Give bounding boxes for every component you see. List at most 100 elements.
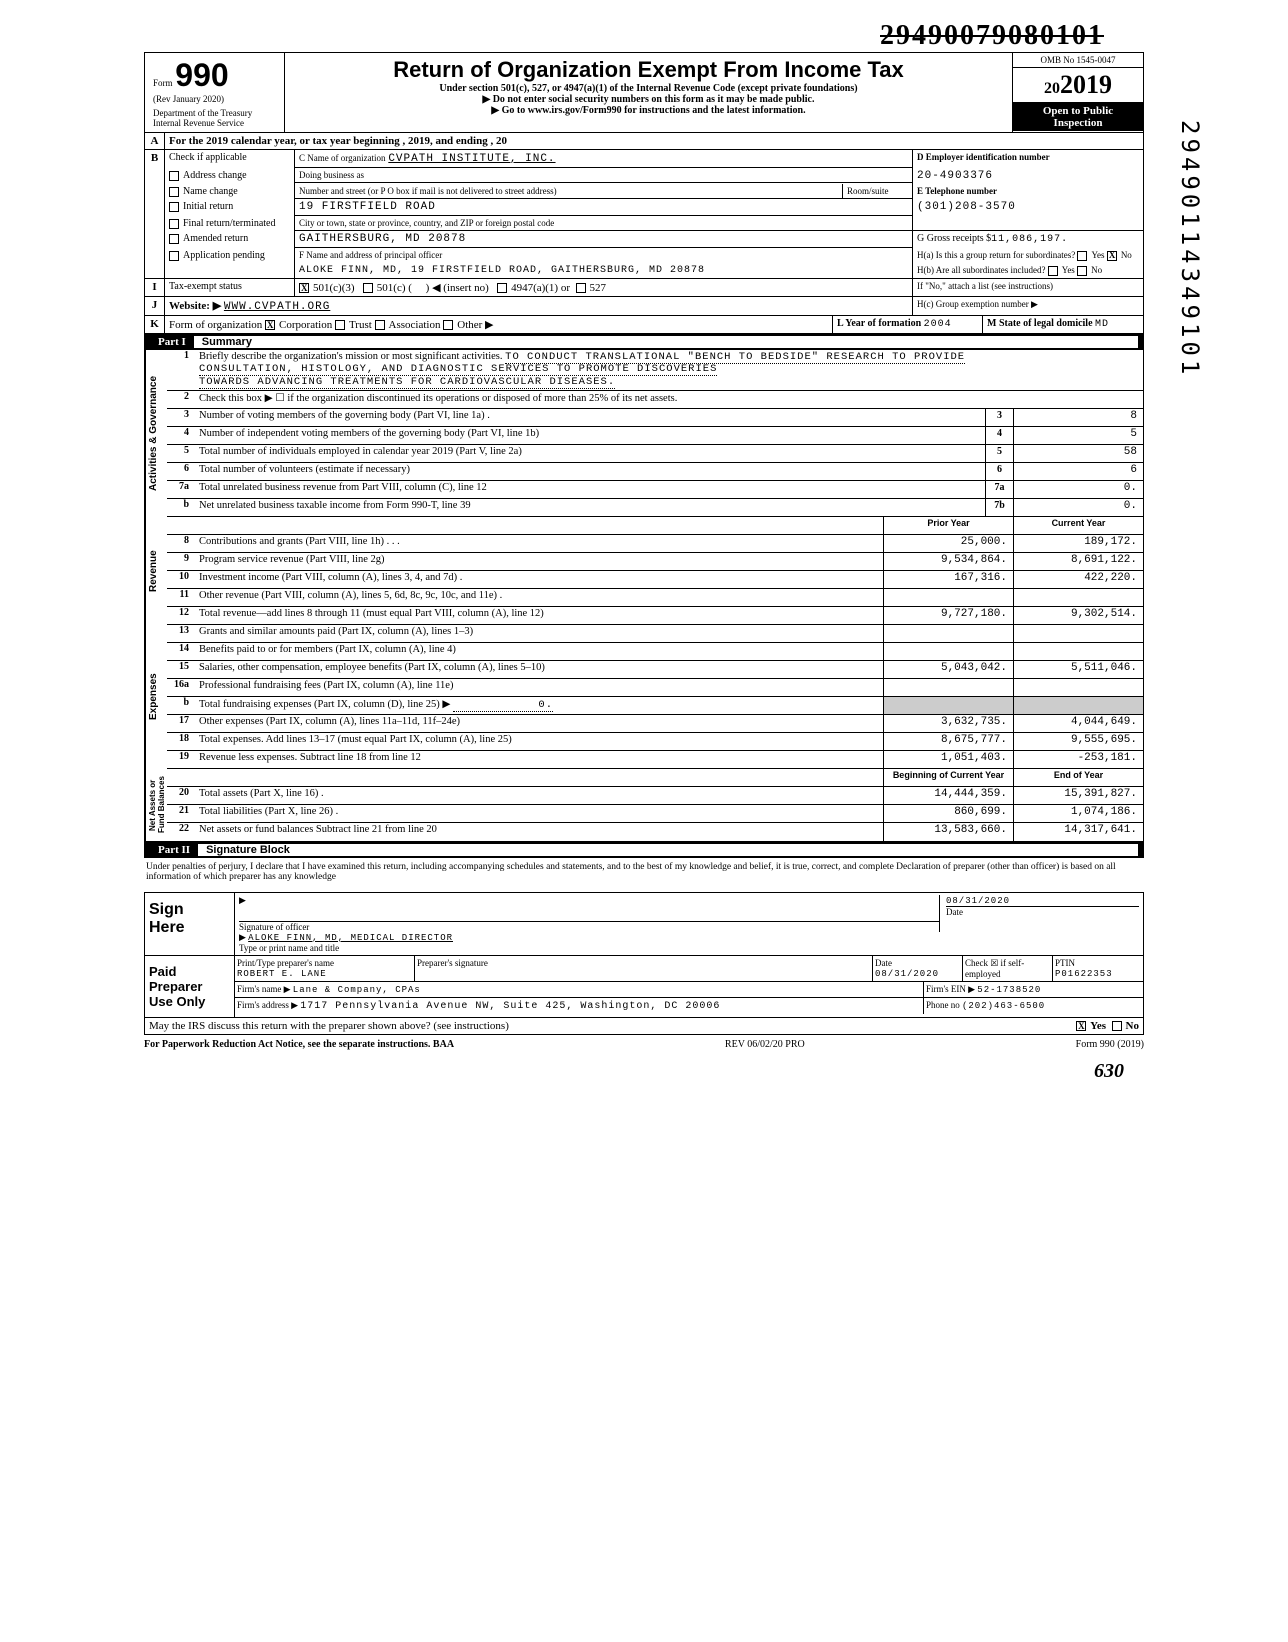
val-15c: 5,511,046. [1013, 661, 1143, 678]
val-8p: 25,000. [883, 535, 1013, 552]
f-officer-value: ALOKE FINN, MD, 19 FIRSTFIELD ROAD, GAIT… [295, 263, 913, 278]
val-9p: 9,534,864. [883, 553, 1013, 570]
c-name-label: C Name of organization [299, 153, 386, 163]
vert-revenue: Revenue [145, 517, 167, 625]
firm-phone: (202)463-6500 [962, 1001, 1045, 1011]
f-officer-label: F Name and address of principal officer [295, 248, 913, 263]
label-j: J [145, 297, 165, 315]
subtitle-1: Under section 501(c), 527, or 4947(a)(1)… [289, 83, 1008, 94]
room-label: Room/suite [842, 184, 912, 199]
val-12p: 9,727,180. [883, 607, 1013, 624]
firm-ein: 52-1738520 [977, 985, 1041, 995]
open-public-1: Open to Public [1015, 105, 1141, 117]
hb-note: If "No," attach a list (see instructions… [913, 279, 1143, 296]
g-gross-value: 11,086,197. [991, 234, 1068, 245]
rev-date: (Rev January 2020) [153, 94, 276, 104]
vert-governance: Activities & Governance [145, 350, 167, 517]
e-phone-label: E Telephone number [913, 184, 1143, 199]
street-label: Number and street (or P O box if mail is… [295, 184, 842, 199]
val-7b: 0. [1013, 499, 1143, 516]
val-19c: -253,181. [1013, 751, 1143, 768]
val-12c: 9,302,514. [1013, 607, 1143, 624]
val-18c: 9,555,695. [1013, 733, 1143, 750]
label-i: I [145, 279, 165, 296]
val-6: 6 [1013, 463, 1143, 480]
chk-name: Name change [183, 186, 238, 197]
year-formation: 2004 [924, 319, 952, 330]
form-header: Form 990 (Rev January 2020) Department o… [144, 52, 1144, 133]
val-5: 58 [1013, 445, 1143, 462]
side-vertical-number: 29490114349101 [1176, 120, 1204, 378]
footer-right: Form 990 (2019) [1076, 1039, 1144, 1050]
label-b: B [145, 150, 165, 168]
val-8c: 189,172. [1013, 535, 1143, 552]
subtitle-2: ▶ Do not enter social security numbers o… [289, 94, 1008, 105]
val-20p: 14,444,359. [883, 787, 1013, 804]
val-7a: 0. [1013, 481, 1143, 498]
open-public-2: Inspection [1015, 117, 1141, 129]
ha-label: H(a) Is this a group return for subordin… [917, 250, 1075, 260]
chk-address: Address change [183, 170, 247, 181]
dba-label: Doing business as [295, 168, 912, 183]
val-16b: 0. [453, 699, 553, 712]
val-18p: 8,675,777. [883, 733, 1013, 750]
val-21p: 860,699. [883, 805, 1013, 822]
top-strike-number: 29490079080101 [144, 20, 1144, 52]
org-name: CVPATH INSTITUTE, INC. [388, 153, 555, 165]
ptin-value: P01622353 [1055, 969, 1113, 979]
chk-initial: Initial return [183, 201, 233, 212]
officer-name: ALOKE FINN, MD, MEDICAL DIRECTOR [248, 933, 453, 943]
sign-date: 08/31/2020 [946, 896, 1010, 906]
form-title: Return of Organization Exempt From Incom… [289, 57, 1008, 83]
line-a-text: For the 2019 calendar year, or tax year … [165, 133, 1143, 149]
mission-2: CONSULTATION, HISTOLOGY, AND DIAGNOSTIC … [199, 363, 717, 376]
phone-value: (301)208-3570 [913, 199, 1143, 216]
val-3: 8 [1013, 409, 1143, 426]
chk-pending: Application pending [183, 250, 265, 261]
val-10c: 422,220. [1013, 571, 1143, 588]
hb-label: H(b) Are all subordinates included? [917, 265, 1045, 275]
sign-here-label: Sign Here [145, 893, 235, 955]
check-self-employed: Check ☒ if self-employed [963, 956, 1053, 981]
paid-preparer-label: Paid Preparer Use Only [145, 956, 235, 1017]
bottom-handwritten: 630 [144, 1060, 1144, 1083]
city-label: City or town, state or province, country… [295, 216, 913, 231]
hc-label: H(c) Group exemption number ▶ [913, 297, 1143, 315]
state-domicile: MD [1095, 319, 1109, 330]
d-ein-label: D Employer identification number [913, 150, 1143, 164]
prep-date: 08/31/2020 [875, 969, 939, 979]
city-value: GAITHERSBURG, MD 20878 [295, 231, 913, 248]
vert-net-assets: Net Assets or Fund Balances [145, 769, 167, 841]
discuss-text: May the IRS discuss this return with the… [149, 1020, 1076, 1032]
tax-exempt-label: Tax-exempt status [165, 279, 295, 296]
check-if-applicable: Check if applicable [165, 150, 295, 168]
label-a: A [145, 133, 165, 149]
val-4: 5 [1013, 427, 1143, 444]
val-19p: 1,051,403. [883, 751, 1013, 768]
firm-addr: 1717 Pennsylvania Avenue NW, Suite 425, … [300, 1001, 720, 1012]
val-17c: 4,044,649. [1013, 715, 1143, 732]
val-11p [883, 589, 1013, 606]
footer-left: For Paperwork Reduction Act Notice, see … [144, 1039, 454, 1050]
chk-amended: Amended return [183, 233, 248, 244]
val-9c: 8,691,122. [1013, 553, 1143, 570]
val-21c: 1,074,186. [1013, 805, 1143, 822]
val-10p: 167,316. [883, 571, 1013, 588]
street-value: 19 FIRSTFIELD ROAD [295, 199, 913, 216]
g-gross-label: G Gross receipts $ [917, 233, 991, 244]
val-22c: 14,317,641. [1013, 823, 1143, 841]
dept-treasury: Department of the Treasury Internal Reve… [153, 108, 276, 128]
val-20c: 15,391,827. [1013, 787, 1143, 804]
footer-mid: REV 06/02/20 PRO [725, 1039, 805, 1050]
chk-final: Final return/terminated [183, 218, 275, 229]
subtitle-3: ▶ Go to www.irs.gov/Form990 for instruct… [289, 105, 1008, 116]
val-17p: 3,632,735. [883, 715, 1013, 732]
form-990-page: 29490079080101 29490114349101 Form 990 (… [144, 20, 1144, 1083]
omb-number: OMB No 1545-0047 [1013, 53, 1143, 68]
form-number: 990 [175, 57, 228, 93]
val-15p: 5,043,042. [883, 661, 1013, 678]
website-label: Website: ▶ [169, 300, 221, 312]
signature-declaration: Under penalties of perjury, I declare th… [144, 858, 1144, 886]
firm-name: Lane & Company, CPAs [293, 985, 421, 995]
tax-year: 2019 [1060, 70, 1112, 99]
